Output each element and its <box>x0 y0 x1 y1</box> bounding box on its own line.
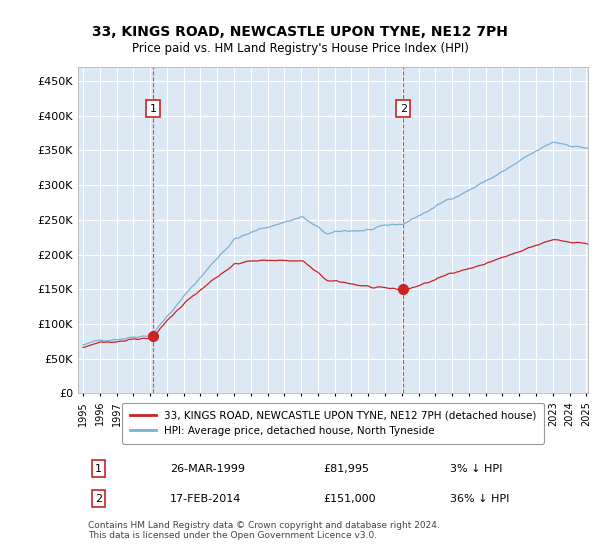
Text: 2: 2 <box>400 104 407 114</box>
Text: Contains HM Land Registry data © Crown copyright and database right 2024.
This d: Contains HM Land Registry data © Crown c… <box>88 521 440 540</box>
Text: 2: 2 <box>95 493 102 503</box>
Legend: 33, KINGS ROAD, NEWCASTLE UPON TYNE, NE12 7PH (detached house), HPI: Average pri: 33, KINGS ROAD, NEWCASTLE UPON TYNE, NE1… <box>122 403 544 444</box>
Text: 17-FEB-2014: 17-FEB-2014 <box>170 493 241 503</box>
Text: 3% ↓ HPI: 3% ↓ HPI <box>450 464 503 474</box>
Text: 36% ↓ HPI: 36% ↓ HPI <box>450 493 509 503</box>
Text: £81,995: £81,995 <box>323 464 369 474</box>
Text: Price paid vs. HM Land Registry's House Price Index (HPI): Price paid vs. HM Land Registry's House … <box>131 42 469 55</box>
Text: £151,000: £151,000 <box>323 493 376 503</box>
Text: 1: 1 <box>149 104 157 114</box>
Text: 1: 1 <box>95 464 102 474</box>
Text: 33, KINGS ROAD, NEWCASTLE UPON TYNE, NE12 7PH: 33, KINGS ROAD, NEWCASTLE UPON TYNE, NE1… <box>92 25 508 39</box>
Text: 26-MAR-1999: 26-MAR-1999 <box>170 464 245 474</box>
